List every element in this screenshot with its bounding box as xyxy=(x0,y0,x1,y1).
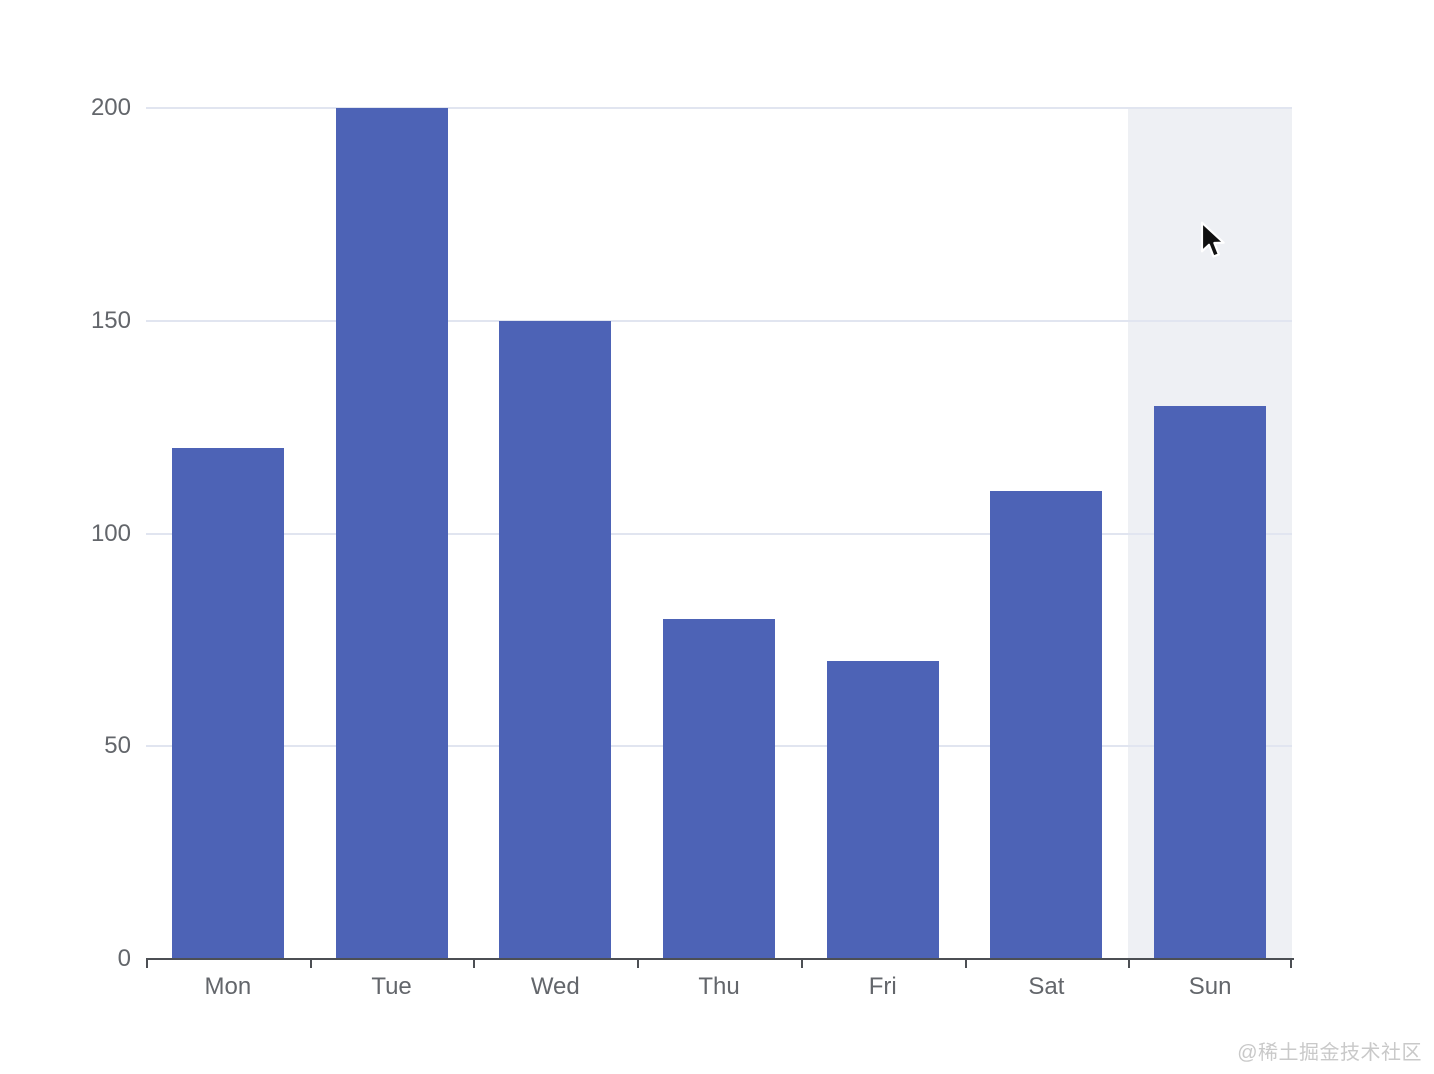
bar-tue[interactable] xyxy=(335,108,448,959)
y-axis-label-200: 200 xyxy=(90,94,131,121)
x-axis-tick xyxy=(965,960,967,968)
x-axis-label-sat: Sat xyxy=(1028,973,1065,1000)
x-axis-label-wed: Wed xyxy=(530,973,580,1000)
plot-area xyxy=(146,107,1292,959)
x-axis-tick xyxy=(146,960,148,968)
y-axis-label-100: 100 xyxy=(90,519,131,547)
x-axis-tick xyxy=(801,960,803,968)
bar-thu[interactable] xyxy=(663,618,775,959)
x-axis-tick xyxy=(473,960,475,968)
x-axis-label-mon: Mon xyxy=(204,973,252,1000)
x-axis-line xyxy=(146,958,1294,960)
gridline-200 xyxy=(146,107,1292,109)
x-axis-tick xyxy=(1290,960,1292,968)
bar-mon[interactable] xyxy=(171,448,284,959)
x-axis-label-sun: Sun xyxy=(1188,973,1232,1000)
y-axis-label-50: 50 xyxy=(104,732,131,760)
x-axis-label-fri: Fri xyxy=(868,973,897,1000)
y-axis-label-150: 150 xyxy=(90,306,131,334)
y-axis-label-0: 0 xyxy=(117,945,131,972)
gridline-100 xyxy=(146,532,1292,535)
watermark: @稀土掘金技术社区 xyxy=(1237,1042,1422,1064)
bar-sun[interactable] xyxy=(1154,405,1267,959)
x-axis-tick xyxy=(310,960,312,968)
gridline-150 xyxy=(146,319,1292,322)
x-axis-tick xyxy=(637,960,639,968)
x-axis-label-tue: Tue xyxy=(371,973,412,1000)
bar-fri[interactable] xyxy=(826,661,939,959)
bar-sat[interactable] xyxy=(990,490,1103,959)
x-axis-label-thu: Thu xyxy=(698,973,740,1000)
x-axis-tick xyxy=(1128,960,1130,968)
bar-wed[interactable] xyxy=(499,320,612,959)
